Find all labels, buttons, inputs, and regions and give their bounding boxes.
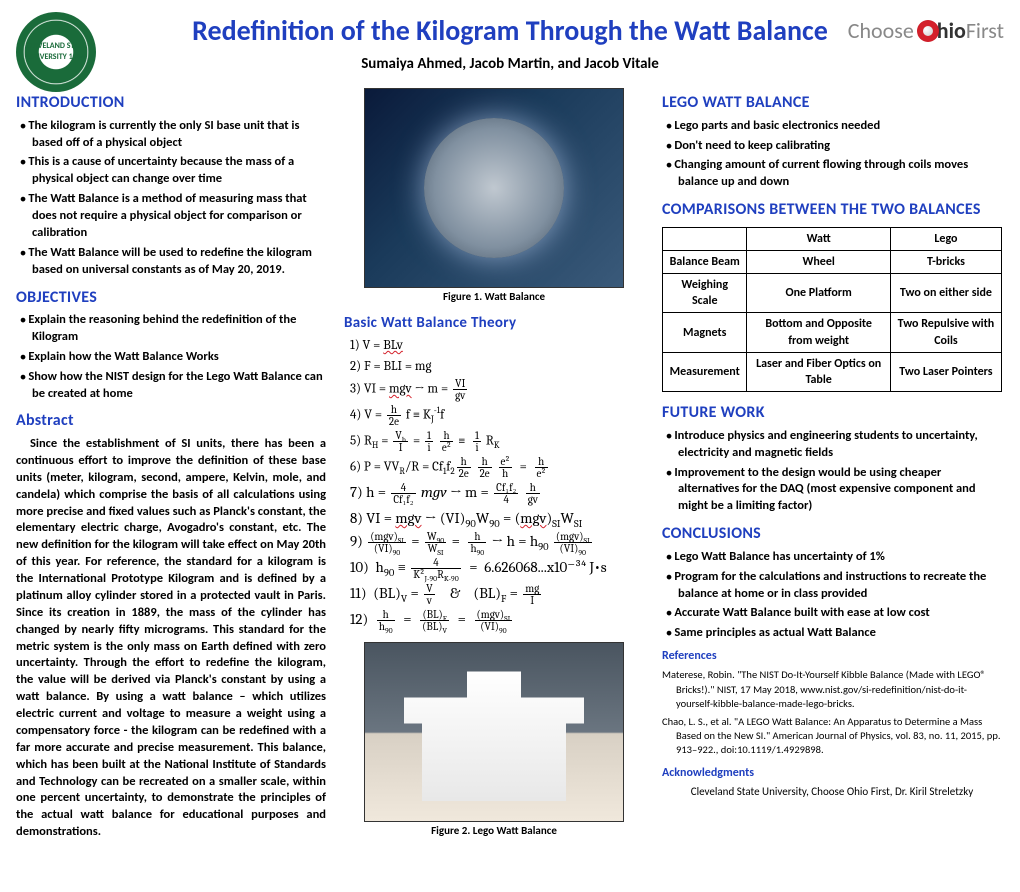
table-cell: Laser and Fiber Optics on Table [747, 352, 890, 391]
obj-item: Show how the NIST design for the Lego Wa… [20, 369, 326, 403]
logo-choose: Choose [848, 17, 914, 44]
future-work-heading: FUTURE WORK [662, 402, 1002, 424]
eq-7: 7) h = 4Cf₁f₂ mgv → m = Cf₁f₂4 hgv [350, 482, 644, 505]
column-left: INTRODUCTION The kilogram is currently t… [16, 84, 326, 843]
figure-1: Figure 1. Watt Balance [344, 88, 644, 305]
column-right: LEGO WATT BALANCE Lego parts and basic e… [662, 84, 1002, 843]
table-header: Watt [747, 227, 890, 250]
table-cell: Two Laser Pointers [890, 352, 1001, 391]
intro-item: The kilogram is currently the only SI ba… [20, 118, 326, 152]
lego-item: Lego parts and basic electronics needed [666, 118, 1002, 135]
table-header [663, 227, 747, 250]
eq-5: 5) RH = VhI = 1i he² ≡ 1i RK [350, 430, 644, 453]
watt-balance-image [364, 88, 624, 288]
table-header: Lego [890, 227, 1001, 250]
eq-3: 3) VI = mgv → m = VIgv [350, 378, 644, 401]
table-row: Weighing Scale One Platform Two on eithe… [663, 274, 1002, 313]
intro-item: This is a cause of uncertainty because t… [20, 154, 326, 188]
table-cell: One Platform [747, 274, 890, 313]
future-item: Introduce physics and engineering studen… [666, 428, 1002, 462]
obj-item: Explain the reasoning behind the redefin… [20, 312, 326, 346]
poster-authors: Sumaiya Ahmed, Jacob Martin, and Jacob V… [16, 54, 1004, 74]
comparisons-heading: COMPARISONS BETWEEN THE TWO BALANCES [662, 199, 1002, 221]
table-cell: Measurement [663, 352, 747, 391]
eq-11: 11) (BL)V = Vv & (BL)F = mgI [350, 583, 644, 606]
table-cell: Magnets [663, 313, 747, 352]
future-item: Improvement to the design would be using… [666, 465, 1002, 516]
lego-heading: LEGO WATT BALANCE [662, 92, 1002, 114]
concl-item: Same principles as actual Watt Balance [666, 625, 1002, 642]
logo-hio: hio [937, 17, 966, 44]
abstract-heading: Abstract [16, 410, 326, 432]
column-center: Figure 1. Watt Balance Basic Watt Balanc… [344, 84, 644, 843]
lego-list: Lego parts and basic electronics needed … [662, 118, 1002, 192]
lego-item: Don't need to keep calibrating [666, 138, 1002, 155]
eq-1: 1) V = BLv [350, 337, 644, 355]
table-cell: Wheel [747, 250, 890, 273]
obj-item: Explain how the Watt Balance Works [20, 349, 326, 366]
table-cell: T-bricks [890, 250, 1001, 273]
table-cell: Two on either side [890, 274, 1001, 313]
intro-item: The Watt Balance is a method of measurin… [20, 191, 326, 242]
reference-item: Materese, Robin. "The NIST Do-It-Yoursel… [676, 668, 1002, 711]
lego-item: Changing amount of current flowing throu… [666, 157, 1002, 191]
table-row: Measurement Laser and Fiber Optics on Ta… [663, 352, 1002, 391]
table-header-row: Watt Lego [663, 227, 1002, 250]
eq-8: 8) VI = mgv → (VI)90W90 = (mgv)SIWSI [350, 508, 644, 528]
ohio-o-icon [917, 20, 939, 42]
choose-ohio-first-logo: Choose hioFirst [848, 16, 1004, 46]
eq-4: 4) V = h2e f ≡ KJ-1f [350, 404, 644, 427]
references-heading: References [662, 648, 1002, 664]
lego-watt-balance-image [364, 642, 624, 822]
objectives-list: Explain the reasoning behind the redefin… [16, 312, 326, 402]
table-cell: Bottom and Opposite from weight [747, 313, 890, 352]
conclusions-list: Lego Watt Balance has uncertainty of 1% … [662, 549, 1002, 642]
logo-first: First [966, 17, 1004, 44]
eq-2: 2) F = BLI = mg [350, 358, 644, 376]
planck-value: 6.626068...x10⁻³⁴ J•s [484, 558, 606, 576]
table-cell: Balance Beam [663, 250, 747, 273]
eq-12: 12) hh90 = (BL)F(BL)V = (mgv)SI(VI)90 [350, 609, 644, 632]
eq-9: 9) (mgv)SI(VI)90 = W90WSI = hh90 → h = h… [350, 531, 644, 554]
theory-heading: Basic Watt Balance Theory [344, 313, 644, 333]
introduction-heading: INTRODUCTION [16, 92, 326, 114]
future-list: Introduce physics and engineering studen… [662, 428, 1002, 515]
concl-item: Accurate Watt Balance built with ease at… [666, 605, 1002, 622]
figure-1-caption: Figure 1. Watt Balance [344, 290, 644, 305]
abstract-text: Since the establishment of SI units, the… [16, 436, 326, 841]
equations-list: 1) V = BLv 2) F = BLI = mg 3) VI = mgv →… [344, 337, 644, 632]
csu-logo: CLEVELAND STATE UNIVERSITY 1964 [16, 12, 96, 92]
csu-logo-text: CLEVELAND STATE UNIVERSITY 1964 [16, 41, 96, 63]
acknowledgments-heading: Acknowledgments [662, 765, 1002, 781]
figure-2-caption: Figure 2. Lego Watt Balance [344, 824, 644, 839]
table-cell: Two Repulsive with Coils [890, 313, 1001, 352]
table-cell: Weighing Scale [663, 274, 747, 313]
table-row: Magnets Bottom and Opposite from weight … [663, 313, 1002, 352]
intro-item: The Watt Balance will be used to redefin… [20, 245, 326, 279]
table-row: Balance Beam Wheel T-bricks [663, 250, 1002, 273]
figure-2: Figure 2. Lego Watt Balance [344, 642, 644, 839]
eq-6: 6) P = VVR/R = Cf1f2h2e h2e e²h = he² [350, 456, 644, 479]
objectives-heading: OBJECTIVES [16, 287, 326, 309]
concl-item: Program for the calculations and instruc… [666, 569, 1002, 603]
conclusions-heading: CONCLUSIONS [662, 523, 1002, 545]
acknowledgments-text: Cleveland State University, Choose Ohio … [662, 785, 1002, 800]
reference-item: Chao, L. S., et al. "A LEGO Watt Balance… [676, 715, 1002, 758]
comparison-table: Watt Lego Balance Beam Wheel T-bricks We… [662, 227, 1002, 393]
concl-item: Lego Watt Balance has uncertainty of 1% [666, 549, 1002, 566]
introduction-list: The kilogram is currently the only SI ba… [16, 118, 326, 279]
eq-10: 10) h90 ≡ 4K²J-90RK-90 = 6.626068...x10⁻… [350, 557, 644, 580]
